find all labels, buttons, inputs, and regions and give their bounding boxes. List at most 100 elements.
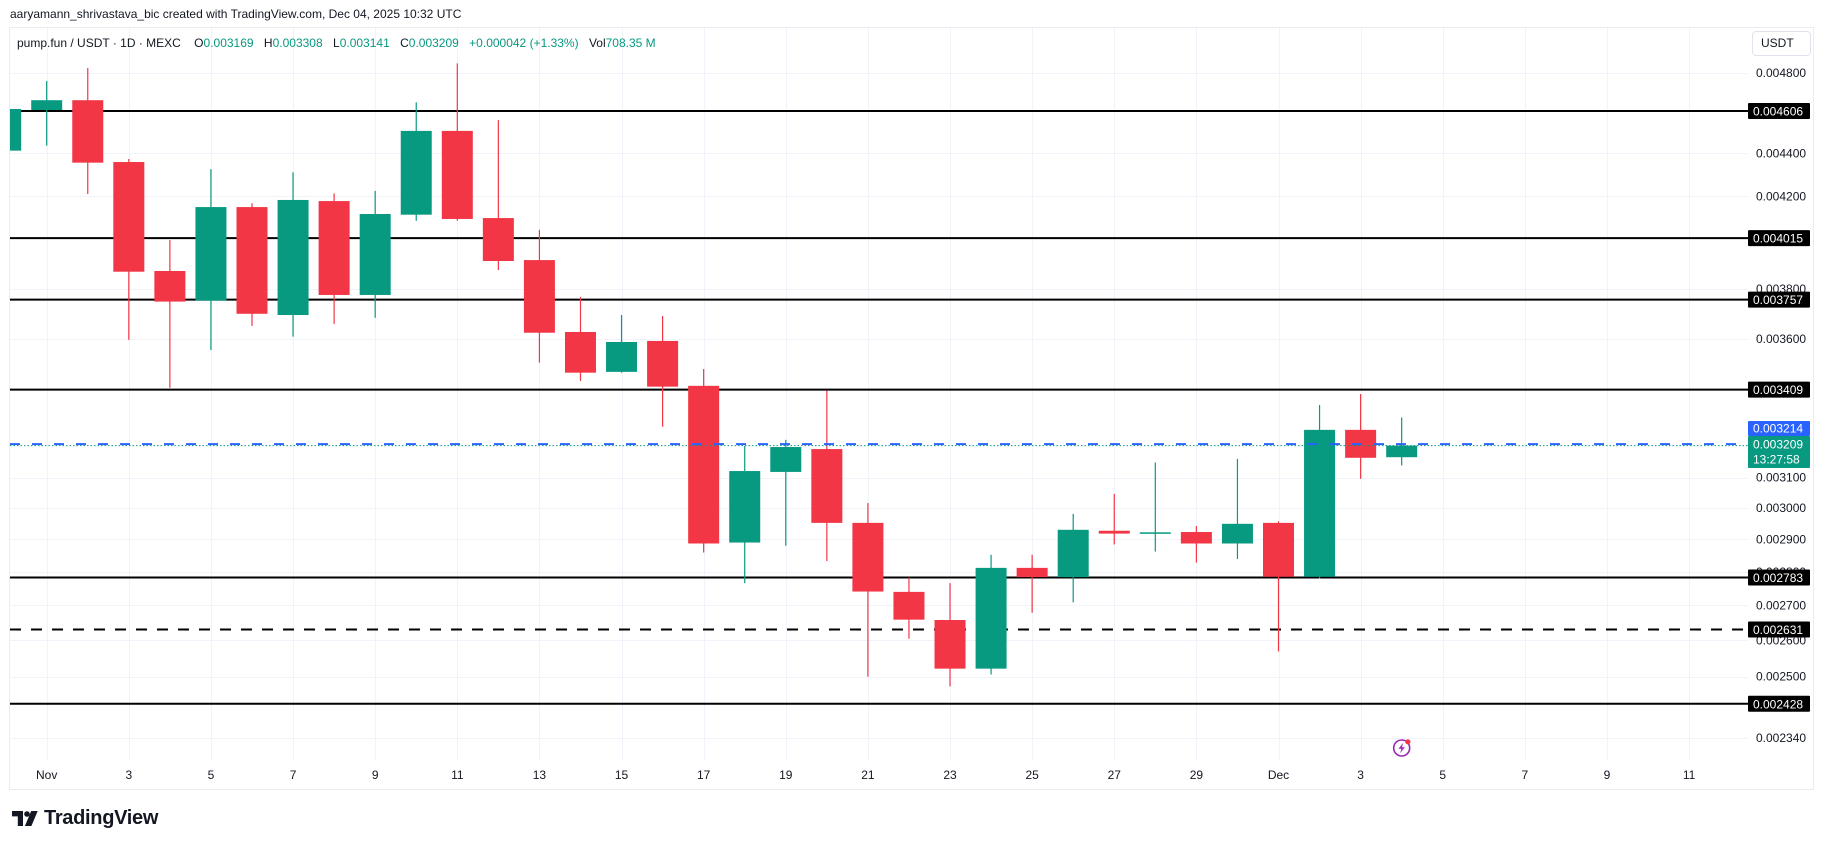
- candle-down[interactable]: [1180, 526, 1212, 563]
- candle-down[interactable]: [1345, 393, 1377, 479]
- candle-down[interactable]: [852, 503, 884, 677]
- time-tick-label: Dec: [1268, 768, 1289, 782]
- candle-down[interactable]: [523, 229, 555, 363]
- candle-up[interactable]: [1139, 462, 1171, 552]
- candle-down[interactable]: [154, 239, 186, 388]
- candle-down[interactable]: [1016, 554, 1048, 613]
- candle-up[interactable]: [1057, 513, 1089, 603]
- candle-body: [770, 447, 802, 472]
- candle-body: [359, 214, 391, 295]
- chart-attribution: aaryamann_shrivastava_bic created with T…: [10, 7, 462, 21]
- level-price-label: 0.004606: [1748, 102, 1810, 119]
- candle-down[interactable]: [564, 297, 596, 381]
- candle-body: [893, 591, 925, 620]
- close-value: 0.003209: [408, 36, 459, 50]
- candle-body: [1016, 567, 1048, 578]
- candle-down[interactable]: [1263, 521, 1294, 652]
- candle-body: [482, 218, 514, 262]
- candle-up[interactable]: [31, 80, 63, 146]
- candle-up[interactable]: [606, 315, 638, 373]
- tradingview-logo-icon: [12, 810, 38, 826]
- candle-body: [1386, 445, 1418, 458]
- candle-up[interactable]: [400, 102, 432, 221]
- candle-down[interactable]: [688, 368, 720, 553]
- candle-up[interactable]: [1386, 417, 1418, 466]
- currency-unit-button[interactable]: USDT: [1752, 31, 1811, 56]
- candle-down[interactable]: [441, 63, 473, 221]
- low-value: 0.003141: [339, 36, 390, 50]
- chart-frame: [9, 27, 1814, 790]
- candle-up[interactable]: [0, 108, 22, 151]
- candle-up[interactable]: [1221, 458, 1253, 560]
- candle-down[interactable]: [72, 67, 104, 195]
- lightning-icon[interactable]: [1392, 739, 1411, 757]
- price-tick-label: 0.003600: [1756, 332, 1806, 346]
- candle-up[interactable]: [729, 445, 761, 584]
- price-tick-label: 0.002900: [1756, 532, 1806, 546]
- candle-up[interactable]: [1304, 404, 1336, 579]
- candle-body: [1098, 530, 1130, 534]
- price-tick-label: 0.004200: [1756, 189, 1806, 203]
- svg-text:0.004015: 0.004015: [1753, 232, 1803, 246]
- candle-down[interactable]: [893, 577, 925, 639]
- grid: [10, 28, 1748, 760]
- candle-body: [31, 100, 63, 110]
- time-tick-label: 27: [1108, 768, 1122, 782]
- time-tick-label: 3: [125, 768, 132, 782]
- candle-body: [1139, 532, 1171, 534]
- candle-body: [400, 130, 432, 215]
- svg-text:0.003757: 0.003757: [1753, 293, 1803, 307]
- legend-open: O0.003169: [194, 36, 254, 50]
- candle-body: [688, 385, 720, 544]
- time-tick-label: 29: [1190, 768, 1204, 782]
- time-tick-label: 23: [943, 768, 957, 782]
- level-price-label: 0.002428: [1748, 695, 1810, 712]
- candle-down[interactable]: [647, 316, 679, 427]
- level-price-label: 0.002783: [1748, 569, 1810, 586]
- candle-down[interactable]: [811, 390, 843, 561]
- time-tick-label: 13: [533, 768, 547, 782]
- legend-change: +0.000042 (+1.33%): [469, 36, 579, 50]
- svg-text:0.003409: 0.003409: [1753, 383, 1803, 397]
- time-tick-label: 9: [1604, 768, 1611, 782]
- candle-down[interactable]: [482, 120, 514, 271]
- candle-up[interactable]: [359, 190, 391, 318]
- candle-up[interactable]: [277, 172, 309, 337]
- candle-body: [1304, 429, 1336, 577]
- time-tick-label: 19: [779, 768, 793, 782]
- price-tick-label: 0.002340: [1756, 731, 1806, 745]
- time-axis: Nov 3 5 7 9 11 13 15 17 19 21 23 25 27 29 Dec 3 5 7 9 11: [36, 768, 1696, 782]
- logo-wordmark: TradingView: [44, 807, 159, 829]
- candle-down[interactable]: [113, 159, 145, 340]
- candle-up[interactable]: [195, 169, 227, 351]
- time-tick-label: 5: [208, 768, 215, 782]
- candle-body: [10, 108, 22, 151]
- price-tick-label: 0.002700: [1756, 598, 1806, 612]
- legend-low: L0.003141: [333, 36, 390, 50]
- tradingview-logo[interactable]: TradingView: [12, 808, 158, 828]
- level-price-label: 0.004015: [1748, 230, 1810, 247]
- candle-body: [1057, 529, 1089, 578]
- price-axis: 0.0048000.0044000.0042000.0038000.003600…: [1748, 66, 1810, 745]
- time-tick-label: 25: [1025, 768, 1039, 782]
- horizontal-levels: [10, 109, 1748, 705]
- candle-up[interactable]: [975, 554, 1007, 675]
- candle-body: [1263, 522, 1294, 577]
- svg-text:0.002783: 0.002783: [1753, 571, 1803, 585]
- candle-down[interactable]: [934, 583, 966, 687]
- svg-text:0.004606: 0.004606: [1753, 104, 1803, 118]
- time-tick-label: 17: [697, 768, 711, 782]
- candle-down[interactable]: [318, 193, 350, 324]
- candle-down[interactable]: [1098, 493, 1130, 545]
- candle-down[interactable]: [236, 203, 268, 326]
- candle-body: [852, 522, 884, 592]
- candle-body: [523, 260, 555, 333]
- price-tick-label: 0.002500: [1756, 670, 1806, 684]
- candle-up[interactable]: [770, 439, 802, 546]
- symbol-title[interactable]: pump.fun / USDT · 1D · MEXC: [17, 36, 181, 50]
- candle-body: [934, 620, 966, 669]
- level-price-label: 0.003409: [1748, 381, 1810, 398]
- candle-body: [1180, 532, 1212, 544]
